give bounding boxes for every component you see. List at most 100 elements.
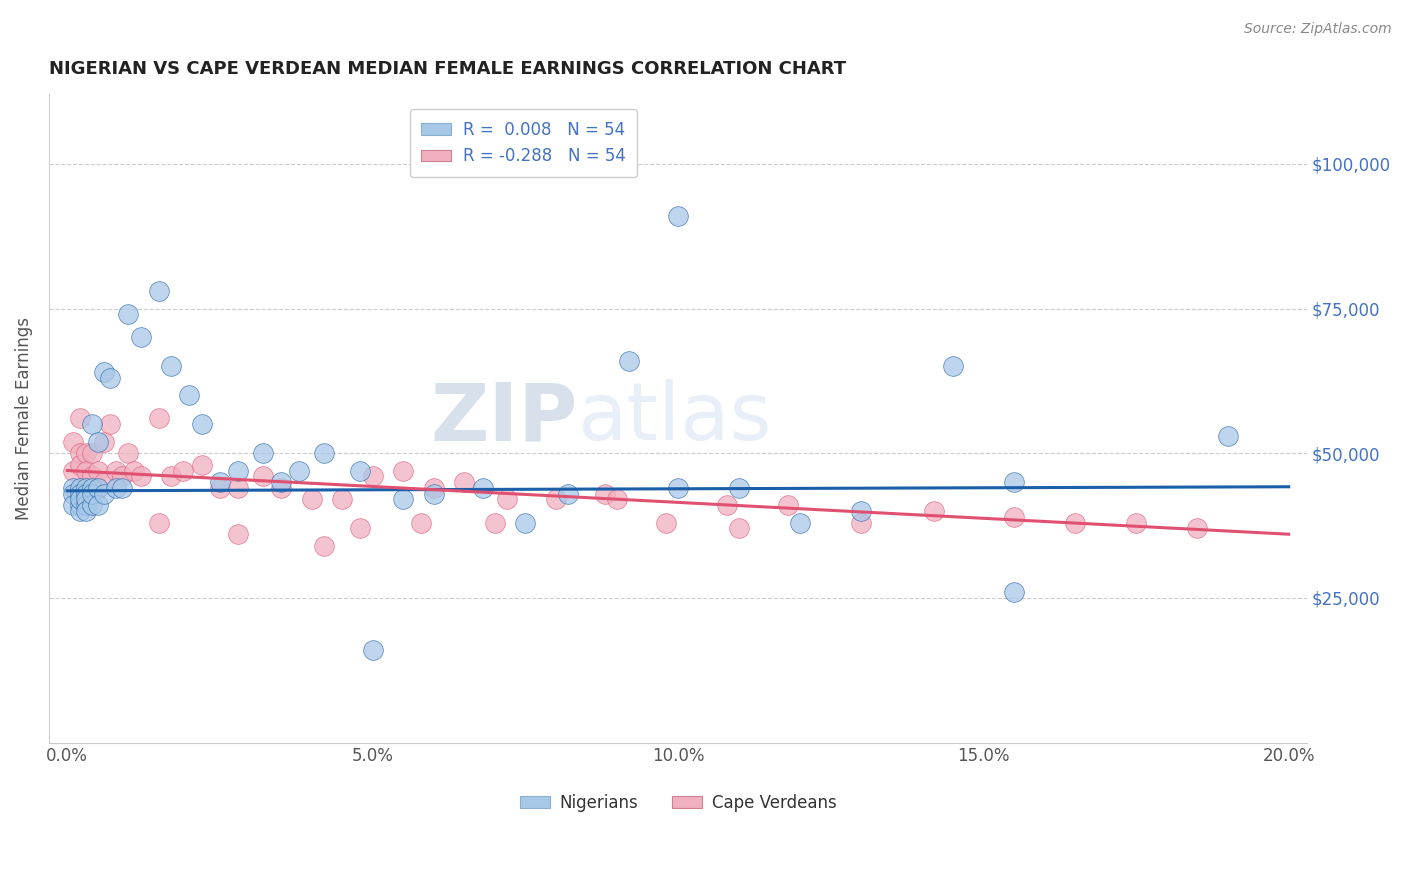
Point <box>851 516 873 530</box>
Point <box>776 498 799 512</box>
Point <box>69 481 91 495</box>
Point <box>80 469 103 483</box>
Point <box>75 486 97 500</box>
Point <box>515 516 537 530</box>
Point <box>172 464 194 478</box>
Point <box>62 434 84 449</box>
Point <box>111 481 134 495</box>
Point <box>1002 509 1025 524</box>
Point <box>851 504 873 518</box>
Point <box>1002 475 1025 490</box>
Point <box>148 284 170 298</box>
Text: NIGERIAN VS CAPE VERDEAN MEDIAN FEMALE EARNINGS CORRELATION CHART: NIGERIAN VS CAPE VERDEAN MEDIAN FEMALE E… <box>49 60 846 78</box>
Point <box>105 481 128 495</box>
Point <box>98 417 121 432</box>
Point <box>666 481 689 495</box>
Point <box>87 481 110 495</box>
Point <box>288 464 311 478</box>
Point <box>422 486 444 500</box>
Point <box>270 475 292 490</box>
Text: atlas: atlas <box>578 379 772 458</box>
Point <box>422 481 444 495</box>
Point <box>190 458 212 472</box>
Point <box>484 516 506 530</box>
Point <box>330 492 353 507</box>
Point <box>98 371 121 385</box>
Point <box>75 481 97 495</box>
Point <box>471 481 494 495</box>
Point <box>160 469 183 483</box>
Point <box>226 481 249 495</box>
Point <box>1125 516 1147 530</box>
Point <box>190 417 212 432</box>
Point <box>80 486 103 500</box>
Point <box>148 411 170 425</box>
Point <box>75 446 97 460</box>
Point <box>62 498 84 512</box>
Point <box>87 498 110 512</box>
Point <box>312 539 335 553</box>
Point <box>208 481 231 495</box>
Point <box>87 434 110 449</box>
Point <box>361 643 384 657</box>
Point <box>69 498 91 512</box>
Point <box>349 521 371 535</box>
Point <box>93 434 115 449</box>
Point <box>69 504 91 518</box>
Point <box>606 492 628 507</box>
Point <box>105 464 128 478</box>
Point <box>496 492 519 507</box>
Point <box>93 365 115 379</box>
Point <box>544 492 567 507</box>
Point <box>148 516 170 530</box>
Point <box>62 481 84 495</box>
Text: Source: ZipAtlas.com: Source: ZipAtlas.com <box>1244 22 1392 37</box>
Point <box>129 330 152 344</box>
Point <box>80 446 103 460</box>
Point <box>924 504 946 518</box>
Point <box>208 475 231 490</box>
Y-axis label: Median Female Earnings: Median Female Earnings <box>15 317 32 520</box>
Point <box>62 486 84 500</box>
Point <box>557 486 579 500</box>
Point <box>716 498 738 512</box>
Point <box>80 481 103 495</box>
Point <box>655 516 678 530</box>
Point <box>69 446 91 460</box>
Point <box>179 388 201 402</box>
Point <box>252 469 274 483</box>
Point <box>62 464 84 478</box>
Point <box>69 492 91 507</box>
Point <box>252 446 274 460</box>
Point <box>117 307 139 321</box>
Point <box>75 464 97 478</box>
Point <box>942 359 965 374</box>
Point <box>129 469 152 483</box>
Point <box>87 481 110 495</box>
Legend: Nigerians, Cape Verdeans: Nigerians, Cape Verdeans <box>513 787 844 819</box>
Point <box>453 475 475 490</box>
Point <box>392 492 415 507</box>
Point <box>93 486 115 500</box>
Point <box>69 458 91 472</box>
Point <box>226 464 249 478</box>
Text: ZIP: ZIP <box>430 379 578 458</box>
Point <box>226 527 249 541</box>
Point <box>69 486 91 500</box>
Point <box>69 411 91 425</box>
Point <box>392 464 415 478</box>
Point <box>1185 521 1208 535</box>
Point <box>80 498 103 512</box>
Point <box>75 481 97 495</box>
Point <box>80 417 103 432</box>
Point <box>349 464 371 478</box>
Point <box>111 469 134 483</box>
Point <box>93 475 115 490</box>
Point <box>160 359 183 374</box>
Point <box>1002 585 1025 599</box>
Point <box>87 464 110 478</box>
Point <box>593 486 616 500</box>
Point <box>789 516 811 530</box>
Point <box>124 464 146 478</box>
Point <box>666 209 689 223</box>
